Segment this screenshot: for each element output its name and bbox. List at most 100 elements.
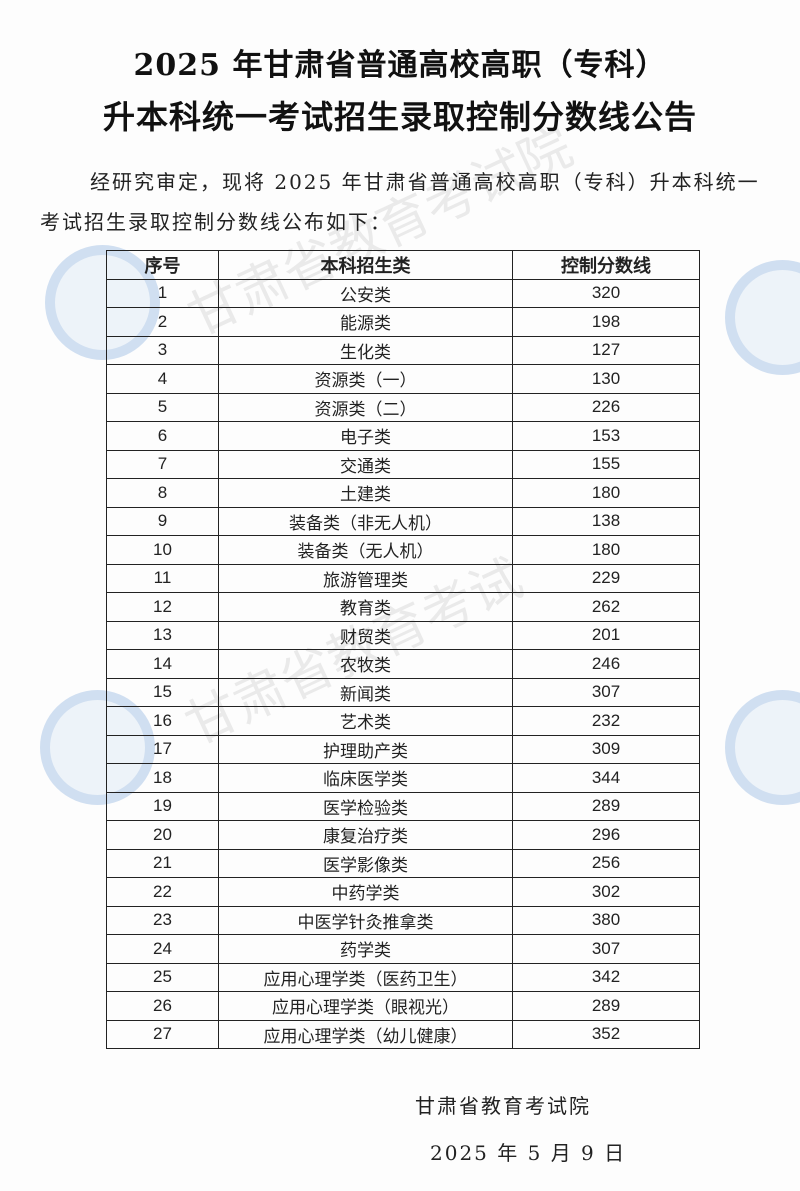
title-line-1: 2025 年甘肃省普通高校高职（专科） (133, 48, 667, 83)
cell-index: 21 (106, 848, 219, 878)
cell-category: 生化类 (218, 335, 513, 365)
header-category: 本科招生类 (218, 250, 513, 280)
cell-category: 艺术类 (218, 706, 513, 736)
cell-index: 4 (106, 364, 219, 394)
cell-score: 256 (512, 848, 700, 878)
table-row: 11 旅游管理类 229 (106, 563, 700, 593)
cell-score: 226 (512, 392, 700, 422)
table-row: 1 公安类 320 (106, 278, 700, 308)
cell-score: 138 (512, 506, 700, 536)
cell-category: 应用心理学类（幼儿健康） (218, 1019, 513, 1049)
cell-index: 11 (106, 563, 219, 593)
cell-index: 6 (106, 421, 219, 451)
cell-score: 307 (512, 934, 700, 964)
cell-category: 中医学针灸推拿类 (218, 905, 513, 935)
watermark-logo-icon (725, 690, 800, 805)
table-row: 10 装备类（无人机） 180 (106, 535, 700, 565)
cell-score: 289 (512, 991, 700, 1021)
cell-score: 130 (512, 364, 700, 394)
table-row: 9 装备类（非无人机） 138 (106, 506, 700, 536)
cell-score: 380 (512, 905, 700, 935)
cell-index: 27 (106, 1019, 219, 1049)
table-row: 25 应用心理学类（医药卫生） 342 (106, 962, 700, 992)
cell-category: 装备类（非无人机） (218, 506, 513, 536)
cell-index: 8 (106, 478, 219, 508)
cell-score: 289 (512, 791, 700, 821)
cell-category: 资源类（二） (218, 392, 513, 422)
header-index: 序号 (106, 250, 219, 280)
cell-category: 医学影像类 (218, 848, 513, 878)
cell-score: 232 (512, 706, 700, 736)
cell-index: 1 (106, 278, 219, 308)
table-row: 21 医学影像类 256 (106, 848, 700, 878)
cell-score: 229 (512, 563, 700, 593)
table-row: 18 临床医学类 344 (106, 763, 700, 793)
cell-index: 17 (106, 734, 219, 764)
cell-index: 14 (106, 649, 219, 679)
cell-index: 5 (106, 392, 219, 422)
cell-index: 13 (106, 620, 219, 650)
table-row: 24 药学类 307 (106, 934, 700, 964)
issue-date: 2025 年 5 月 9 日 (430, 1141, 627, 1165)
cell-category: 医学检验类 (218, 791, 513, 821)
cell-index: 22 (106, 877, 219, 907)
table-row: 7 交通类 155 (106, 449, 700, 479)
cell-category: 药学类 (218, 934, 513, 964)
cell-score: 296 (512, 820, 700, 850)
cell-score: 246 (512, 649, 700, 679)
cell-index: 3 (106, 335, 219, 365)
header-score: 控制分数线 (512, 250, 700, 280)
cell-category: 电子类 (218, 421, 513, 451)
cell-category: 公安类 (218, 278, 513, 308)
cell-score: 180 (512, 478, 700, 508)
cell-index: 9 (106, 506, 219, 536)
cell-category: 新闻类 (218, 677, 513, 707)
score-table: 序号 本科招生类 控制分数线 1 公安类 320 2 能源类 198 3 生化类 127 4 资源类… (106, 250, 700, 1049)
table-row: 17 护理助产类 309 (106, 734, 700, 764)
cell-score: 153 (512, 421, 700, 451)
cell-score: 320 (512, 278, 700, 308)
cell-score: 352 (512, 1019, 700, 1049)
table-row: 14 农牧类 246 (106, 649, 700, 679)
table-row: 13 财贸类 201 (106, 620, 700, 650)
table-row: 27 应用心理学类（幼儿健康） 352 (106, 1019, 700, 1049)
cell-score: 180 (512, 535, 700, 565)
table-row: 5 资源类（二） 226 (106, 392, 700, 422)
cell-category: 护理助产类 (218, 734, 513, 764)
cell-category: 应用心理学类（医药卫生） (218, 962, 513, 992)
cell-score: 342 (512, 962, 700, 992)
watermark-logo-icon (725, 260, 800, 375)
cell-category: 教育类 (218, 592, 513, 622)
cell-category: 装备类（无人机） (218, 535, 513, 565)
cell-index: 18 (106, 763, 219, 793)
table-header-row: 序号 本科招生类 控制分数线 (106, 250, 700, 280)
cell-category: 应用心理学类（眼视光） (218, 991, 513, 1021)
cell-score: 198 (512, 307, 700, 337)
table-row: 3 生化类 127 (106, 335, 700, 365)
cell-index: 15 (106, 677, 219, 707)
cell-category: 土建类 (218, 478, 513, 508)
cell-score: 262 (512, 592, 700, 622)
table-row: 26 应用心理学类（眼视光） 289 (106, 991, 700, 1021)
cell-category: 农牧类 (218, 649, 513, 679)
cell-score: 344 (512, 763, 700, 793)
cell-index: 20 (106, 820, 219, 850)
cell-index: 23 (106, 905, 219, 935)
cell-index: 19 (106, 791, 219, 821)
cell-category: 旅游管理类 (218, 563, 513, 593)
table-row: 4 资源类（一） 130 (106, 364, 700, 394)
table-row: 19 医学检验类 289 (106, 791, 700, 821)
cell-score: 309 (512, 734, 700, 764)
table-row: 6 电子类 153 (106, 421, 700, 451)
cell-index: 26 (106, 991, 219, 1021)
cell-score: 302 (512, 877, 700, 907)
cell-category: 中药学类 (218, 877, 513, 907)
cell-score: 155 (512, 449, 700, 479)
table-row: 22 中药学类 302 (106, 877, 700, 907)
cell-category: 临床医学类 (218, 763, 513, 793)
cell-index: 10 (106, 535, 219, 565)
cell-category: 能源类 (218, 307, 513, 337)
title-line-2: 升本科统一考试招生录取控制分数线公告 (102, 98, 697, 136)
table-row: 8 土建类 180 (106, 478, 700, 508)
intro-paragraph: 经研究审定，现将 2025 年甘肃省普通高校高职（专科）升本科统一考试招生录取控… (40, 170, 760, 234)
